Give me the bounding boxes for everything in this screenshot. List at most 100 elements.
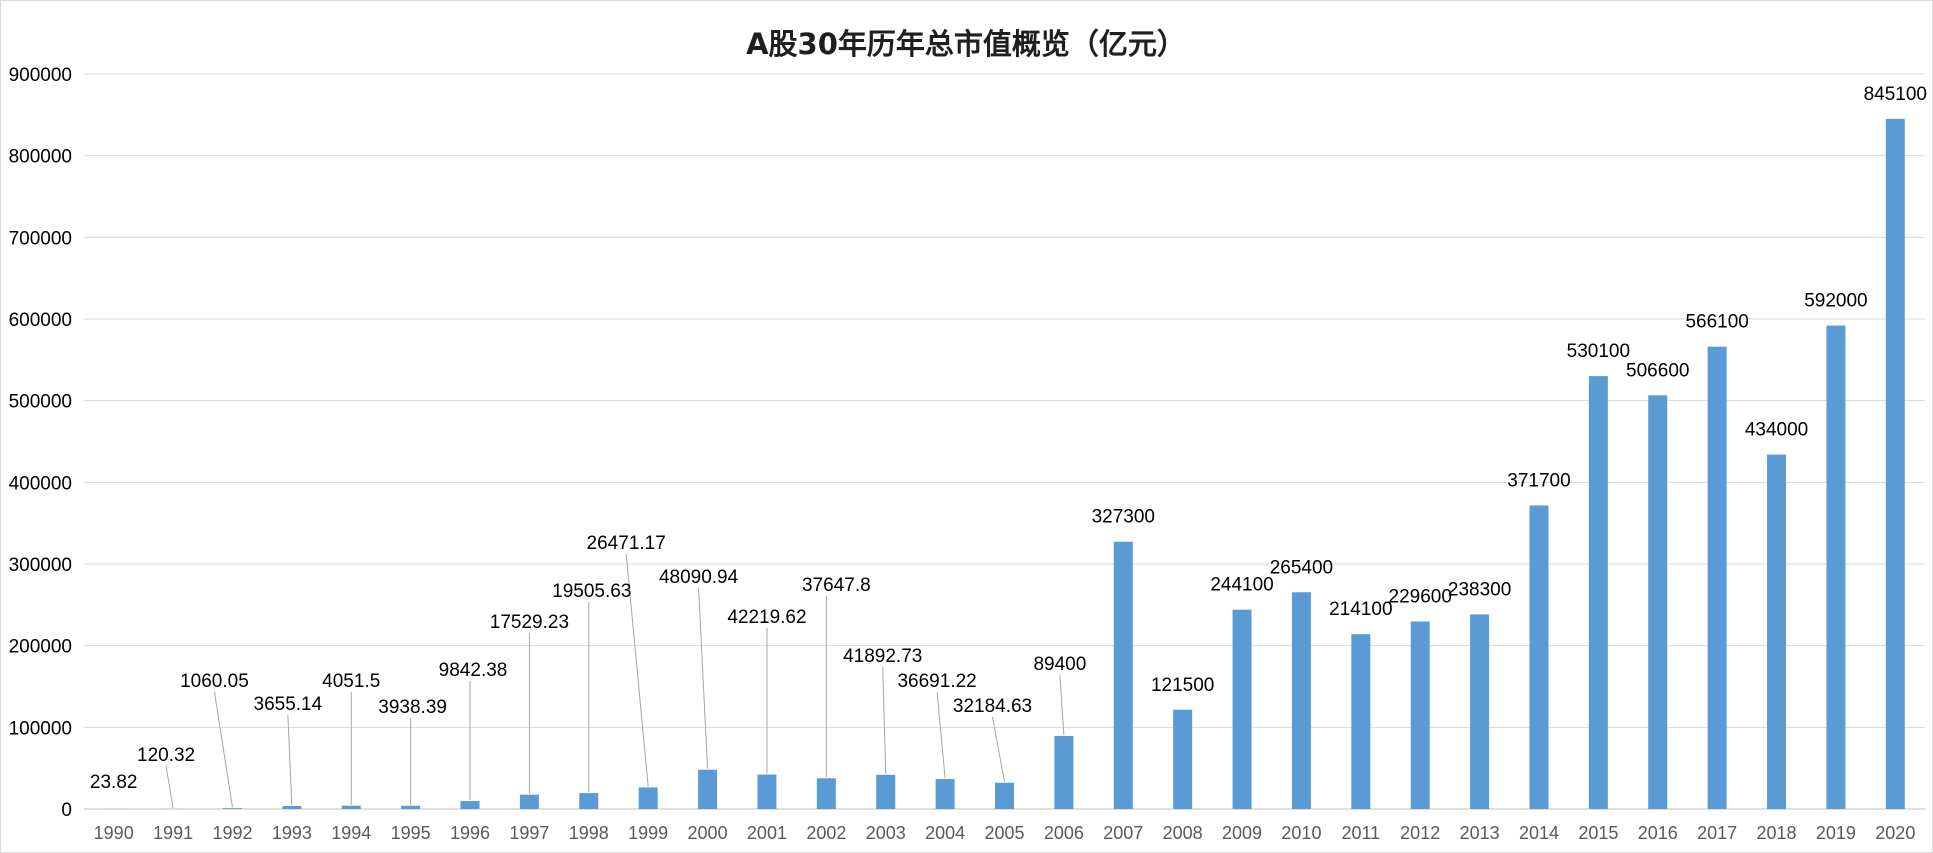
bar-2001 [757,774,777,809]
y-axis-ticks: 0 100000 200000 300000 400000 500000 600000 700… [9,65,72,821]
y-tick-label: 100000 [9,718,72,739]
gridlines [84,73,1925,810]
bar-2009 [1232,609,1252,809]
data-label: 3938.39 [378,697,447,718]
data-label: 48090.94 [659,567,739,588]
data-label: 238300 [1448,579,1511,600]
x-tick-label: 1993 [272,823,312,843]
x-tick-label: 2006 [1044,823,1084,843]
data-label: 120.32 [137,745,195,766]
data-label: 434000 [1745,420,1808,441]
x-tick-label: 2005 [984,823,1024,843]
data-label: 1060.05 [180,671,249,692]
data-label: 37647.8 [802,575,871,596]
x-tick-label: 1997 [509,823,549,843]
bar-1993 [282,806,302,809]
x-tick-label: 2017 [1697,823,1737,843]
bar-2005 [995,782,1014,809]
bar-1995 [401,805,421,809]
bar-2018 [1767,454,1787,809]
data-label: 36691.22 [897,671,976,692]
x-tick-label: 2001 [747,823,787,843]
data-label: 4051.5 [322,671,380,692]
label-leader-lines [165,553,1065,808]
data-label: 566100 [1685,312,1748,333]
leader-line [882,666,887,774]
data-label: 845100 [1864,84,1927,105]
leader-line [287,714,293,806]
data-label: 3655.14 [254,694,323,715]
bar-2014 [1529,505,1549,809]
x-tick-label: 2012 [1400,823,1440,843]
bars [104,118,1905,809]
x-tick-label: 1994 [331,823,371,843]
y-tick-label: 800000 [9,147,72,168]
x-tick-label: 2004 [925,823,965,843]
bar-2003 [876,774,896,809]
x-tick-label: 2009 [1222,823,1262,843]
x-tick-label: 2008 [1163,823,1203,843]
leader-line [992,716,1005,782]
y-tick-label: 300000 [9,555,72,576]
y-tick-label: 500000 [9,392,72,413]
x-tick-label: 2020 [1875,823,1915,843]
data-label: 592000 [1804,291,1867,312]
bar-2004 [935,779,955,809]
data-label: 17529.23 [490,612,569,633]
data-label: 265400 [1270,557,1333,578]
y-tick-label: 400000 [9,473,72,494]
data-label: 9842.38 [439,660,508,681]
x-tick-label: 1991 [153,823,193,843]
chart-title: A股30年历年总市值概览（亿元） [746,27,1186,61]
data-label: 23.82 [90,772,138,793]
bar-2002 [816,778,836,809]
data-label: 327300 [1092,507,1155,528]
bar-1994 [341,805,361,809]
data-label: 530100 [1567,341,1630,362]
leader-line [213,691,233,808]
leader-line [936,691,946,779]
bar-2013 [1470,614,1490,809]
y-tick-label: 700000 [9,228,72,249]
bar-2012 [1410,621,1430,809]
data-label: 121500 [1151,675,1214,696]
data-label: 214100 [1329,599,1392,620]
x-tick-label: 2011 [1341,823,1380,843]
bar-2007 [1113,541,1133,809]
x-tick-label: 2002 [806,823,846,843]
y-tick-label: 900000 [9,65,72,86]
x-tick-label: 2013 [1460,823,1500,843]
bar-2016 [1648,395,1668,809]
bar-2015 [1588,376,1608,809]
y-tick-label: 0 [61,800,72,821]
bar-2011 [1351,634,1371,809]
x-tick-label: 2015 [1578,823,1618,843]
x-tick-label: 2019 [1816,823,1856,843]
x-tick-label: 2018 [1757,823,1797,843]
x-tick-label: 1996 [450,823,490,843]
bar-1992 [222,808,242,809]
bar-2006 [1054,735,1074,809]
data-label: 32184.63 [953,696,1032,717]
bar-1997 [519,794,539,809]
leader-line [625,553,649,787]
x-tick-label: 2010 [1281,823,1321,843]
x-tick-label: 2003 [866,823,906,843]
bar-1998 [579,793,599,809]
leader-line [698,587,709,769]
x-tick-label: 1998 [569,823,609,843]
x-tick-label: 2016 [1638,823,1678,843]
y-tick-label: 200000 [9,637,72,658]
x-tick-label: 1990 [94,823,134,843]
data-label: 244100 [1210,575,1273,596]
data-label: 506600 [1626,360,1689,381]
data-label: 19505.63 [552,581,631,602]
x-tick-label: 1992 [212,823,252,843]
bar-1996 [460,800,480,809]
bar-2020 [1885,118,1905,809]
data-label: 26471.17 [587,533,666,554]
data-label: 41892.73 [843,646,922,667]
x-tick-label: 1995 [391,823,431,843]
